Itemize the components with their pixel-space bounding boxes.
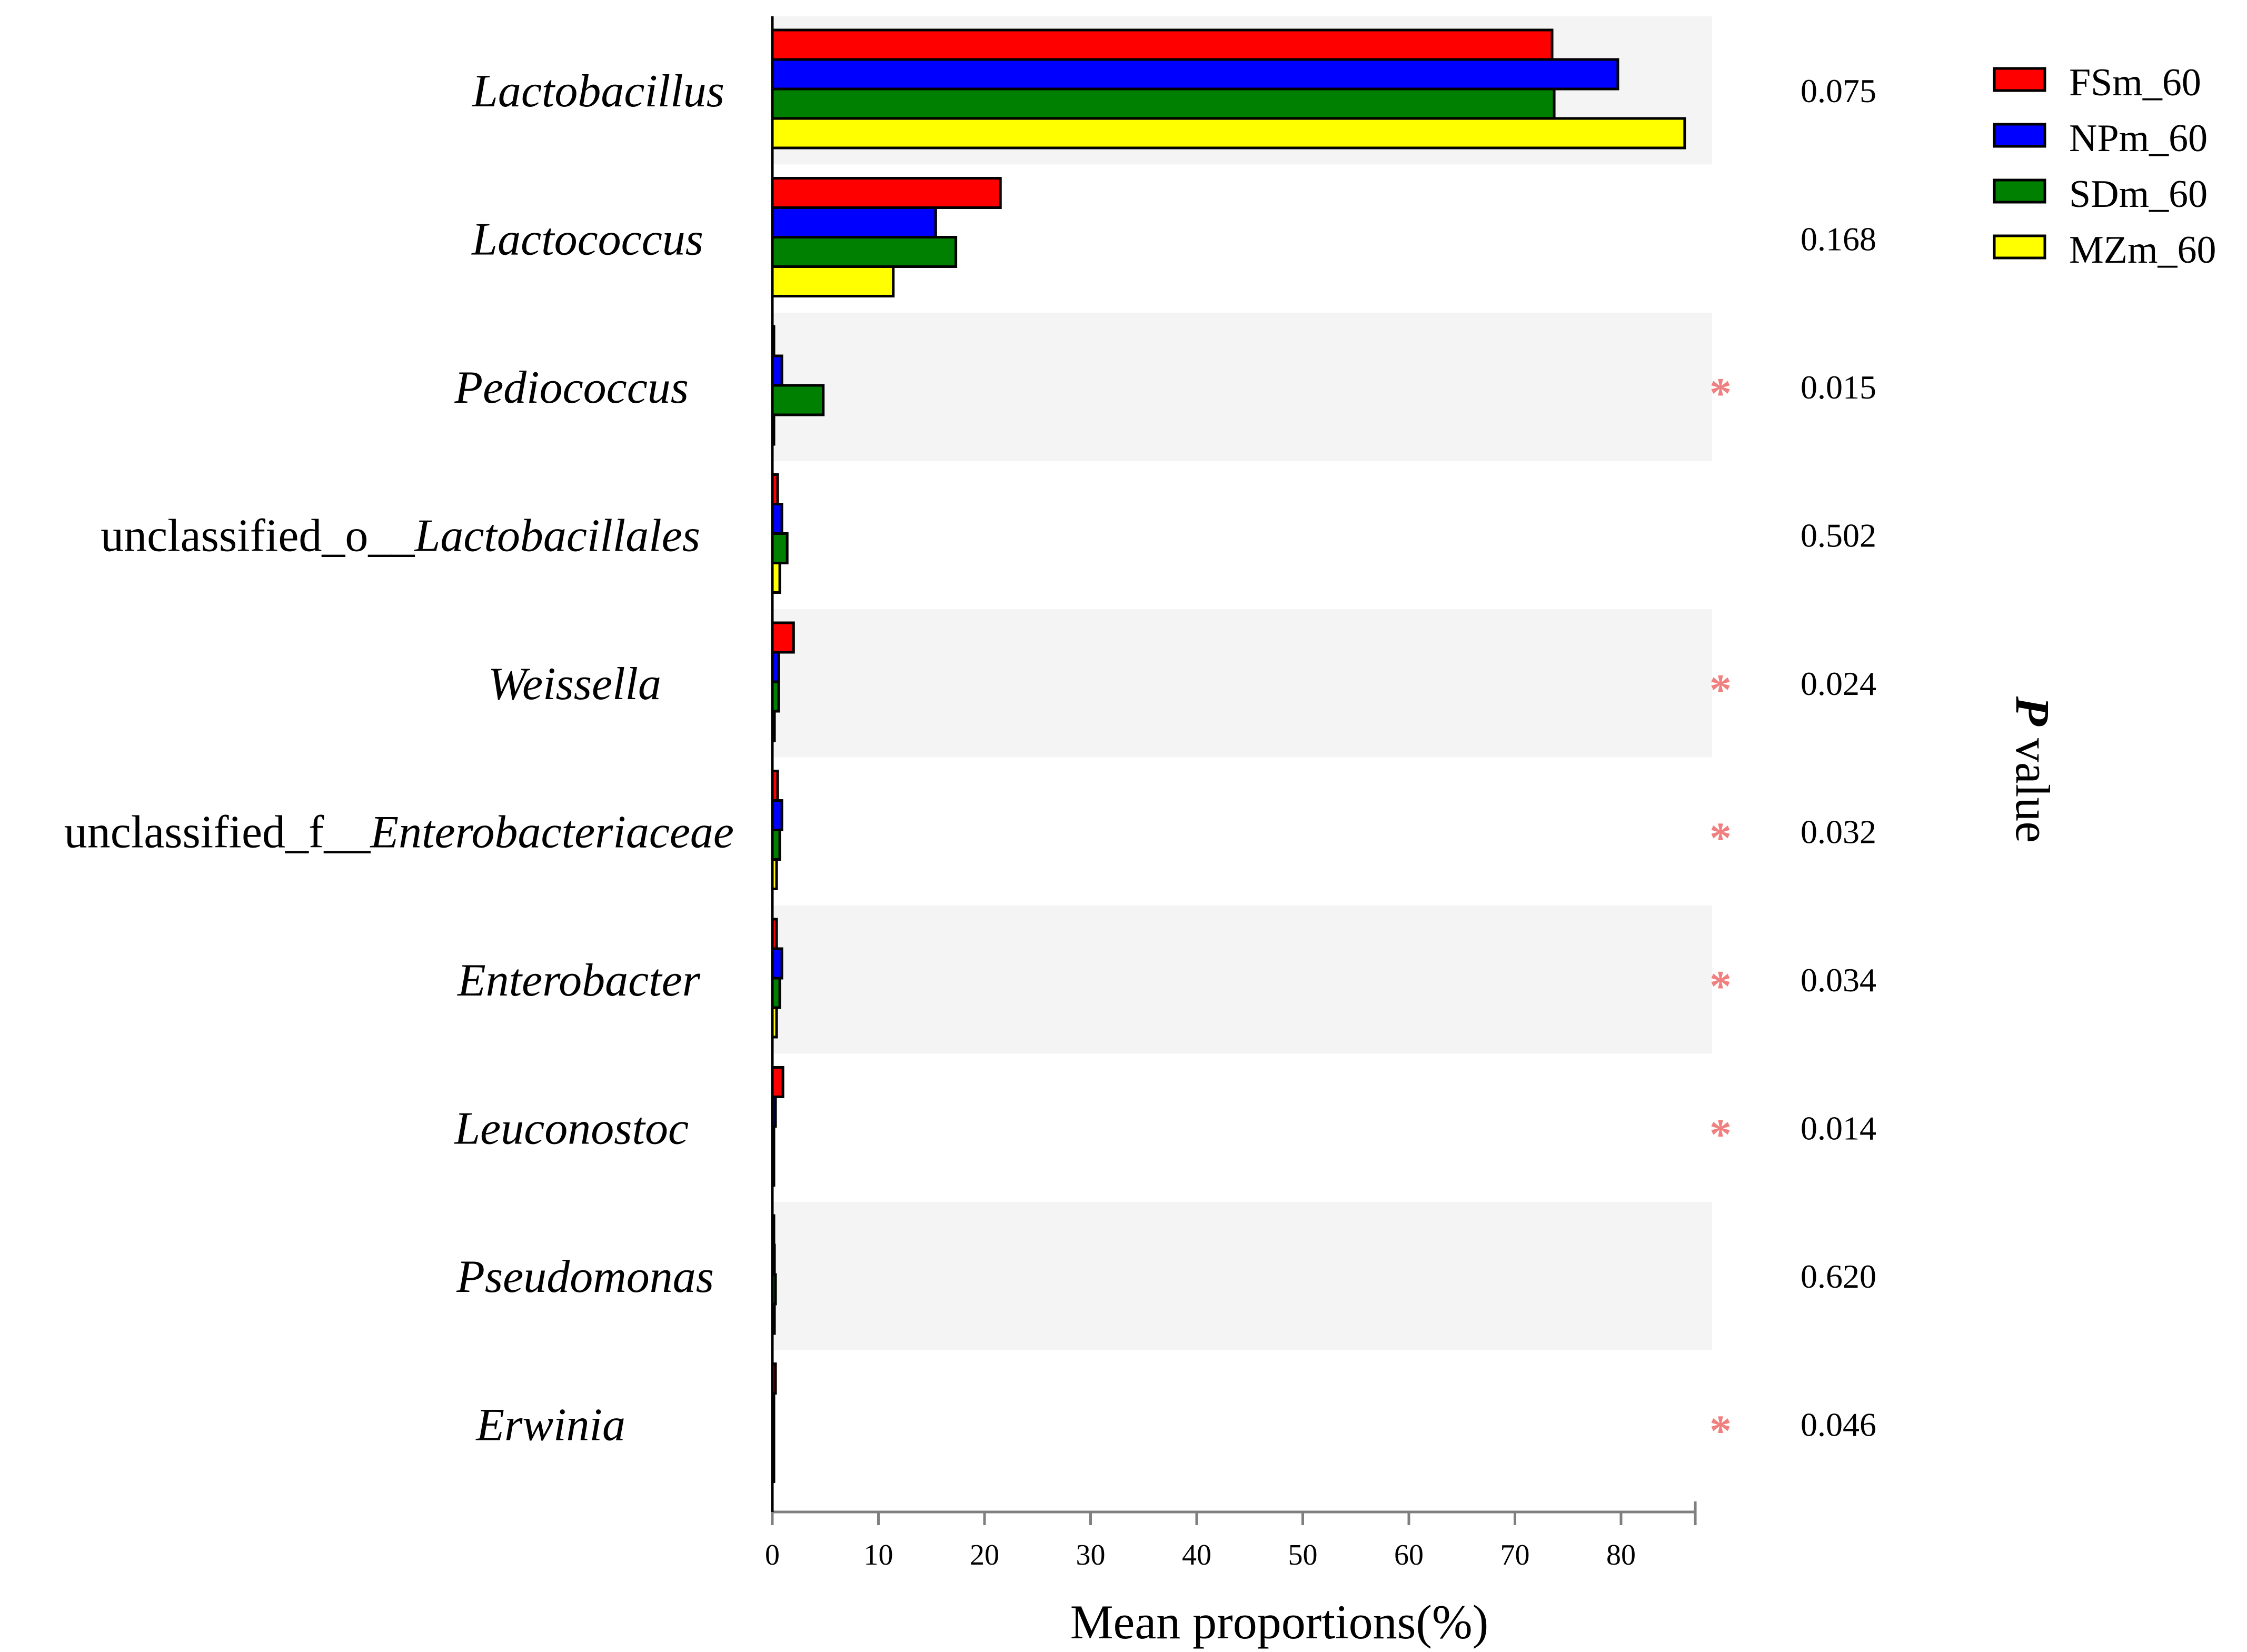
p-value-label: 0.024	[1801, 665, 1876, 702]
category-label: Leuconostoc	[453, 1103, 689, 1154]
bar-fsm-60-2	[771, 177, 1002, 209]
p-value-axis-title: P value	[2006, 696, 2060, 843]
bar-sdm-60-4	[771, 532, 789, 564]
category-label-prefix: unclassified_f__	[64, 807, 371, 858]
significance-star: *	[1709, 813, 1732, 862]
bar-npm-60-7	[771, 947, 783, 980]
category-label: Erwinia	[475, 1399, 625, 1450]
p-value-label: 0.046	[1801, 1406, 1876, 1443]
category-labels: Lactobacillus Lactococcus Pediococcus uncla…	[64, 66, 734, 1451]
legend-label: FSm_60	[2069, 61, 2201, 104]
category-label: unclassified_o__Lactobacillales	[101, 510, 700, 561]
row-band	[772, 905, 1712, 1054]
bar-mzm-60-1	[771, 117, 1686, 150]
bar-npm-60-2	[771, 206, 937, 238]
p-value-label: 0.032	[1801, 813, 1876, 850]
p-value-axis-title-rest: value	[2006, 726, 2060, 843]
p-value-labels: 0.075 0.168 0.015 0.502 0.024 0.032 0.034 0.014…	[1801, 72, 1876, 1444]
x-tick-label: 80	[1606, 1539, 1636, 1571]
category-label: unclassified_f__Enterobacteriaceae	[64, 807, 734, 858]
legend-label: SDm_60	[2069, 173, 2208, 216]
category-label-name: Weissella	[488, 659, 661, 710]
p-value-label: 0.620	[1801, 1258, 1876, 1295]
x-axis: 0 10 20 30 40 50 60 70 80	[765, 16, 1697, 1571]
significance-star: *	[1709, 1406, 1732, 1455]
p-value-label: 0.015	[1801, 369, 1876, 406]
x-axis-title: Mean proportions(%)	[1070, 1595, 1489, 1649]
significance-markers: * * * * * *	[1709, 369, 1732, 1456]
p-value-label: 0.034	[1801, 961, 1876, 999]
p-value-axis-title-p: P	[2006, 696, 2060, 727]
legend-swatch-fsm-60	[1993, 67, 2046, 92]
legend-swatch-sdm-60	[1993, 178, 2046, 204]
x-tick-label: 70	[1500, 1539, 1530, 1571]
x-tick-label: 30	[1076, 1539, 1106, 1571]
category-label-name: Pseudomonas	[456, 1251, 714, 1302]
legend-label: NPm_60	[2069, 117, 2208, 160]
category-label-name: Lactobacillus	[471, 66, 724, 117]
category-label-name: Enterobacter	[456, 955, 701, 1006]
category-label: Lactococcus	[471, 214, 703, 265]
x-tick-label: 20	[970, 1539, 999, 1571]
significance-star: *	[1709, 1110, 1732, 1159]
x-tick-label: 0	[765, 1539, 780, 1571]
category-label: Weissella	[488, 659, 661, 710]
bar-mzm-60-2	[771, 265, 895, 297]
bar-npm-60-4	[771, 503, 783, 535]
p-value-label: 0.014	[1801, 1109, 1876, 1147]
row-band	[772, 609, 1712, 758]
bar-npm-60-3	[771, 354, 783, 387]
bar-sdm-60-3	[771, 384, 825, 416]
bar-npm-60-1	[771, 58, 1619, 91]
row-bands	[772, 16, 1712, 1350]
category-label-name: Erwinia	[475, 1399, 625, 1450]
bar-fsm-60-5	[771, 621, 795, 654]
category-label-name: Lactobacillales	[413, 510, 700, 561]
legend-swatch-mzm-60	[1993, 234, 2046, 260]
legend-swatch-npm-60	[1993, 123, 2046, 148]
row-band	[772, 1202, 1712, 1350]
legend-label: MZm_60	[2069, 228, 2216, 272]
x-tick-label: 50	[1288, 1539, 1318, 1571]
category-label: Pseudomonas	[456, 1251, 714, 1302]
p-value-label: 0.075	[1801, 72, 1876, 110]
significance-star: *	[1709, 369, 1732, 418]
category-label: Enterobacter	[456, 955, 701, 1006]
x-tick-label: 60	[1394, 1539, 1424, 1571]
row-band	[772, 313, 1712, 461]
bar-fsm-60-8	[771, 1066, 784, 1098]
x-tick-label: 40	[1182, 1539, 1211, 1571]
bar-sdm-60-1	[771, 87, 1556, 120]
p-value-label: 0.168	[1801, 220, 1876, 257]
bar-fsm-60-1	[771, 28, 1554, 61]
significance-star: *	[1709, 962, 1732, 1011]
category-label-name: Leuconostoc	[453, 1103, 689, 1154]
category-label: Pediococcus	[454, 362, 689, 413]
p-value-label: 0.502	[1801, 516, 1876, 554]
bar-sdm-60-2	[771, 236, 958, 268]
bar-group	[771, 28, 1686, 1483]
category-label: Lactobacillus	[471, 66, 724, 117]
legend: FSm_60 NPm_60 SDm_60 MZm_60	[1993, 61, 2216, 272]
x-tick-label: 10	[864, 1539, 893, 1571]
bar-npm-60-6	[771, 799, 783, 831]
category-label-prefix: unclassified_o__	[101, 510, 415, 561]
category-label-name: Lactococcus	[471, 214, 703, 265]
category-label-name: Pediococcus	[454, 362, 689, 413]
category-label-name: Enterobacteriaceae	[369, 807, 734, 858]
significance-star: *	[1709, 665, 1732, 714]
